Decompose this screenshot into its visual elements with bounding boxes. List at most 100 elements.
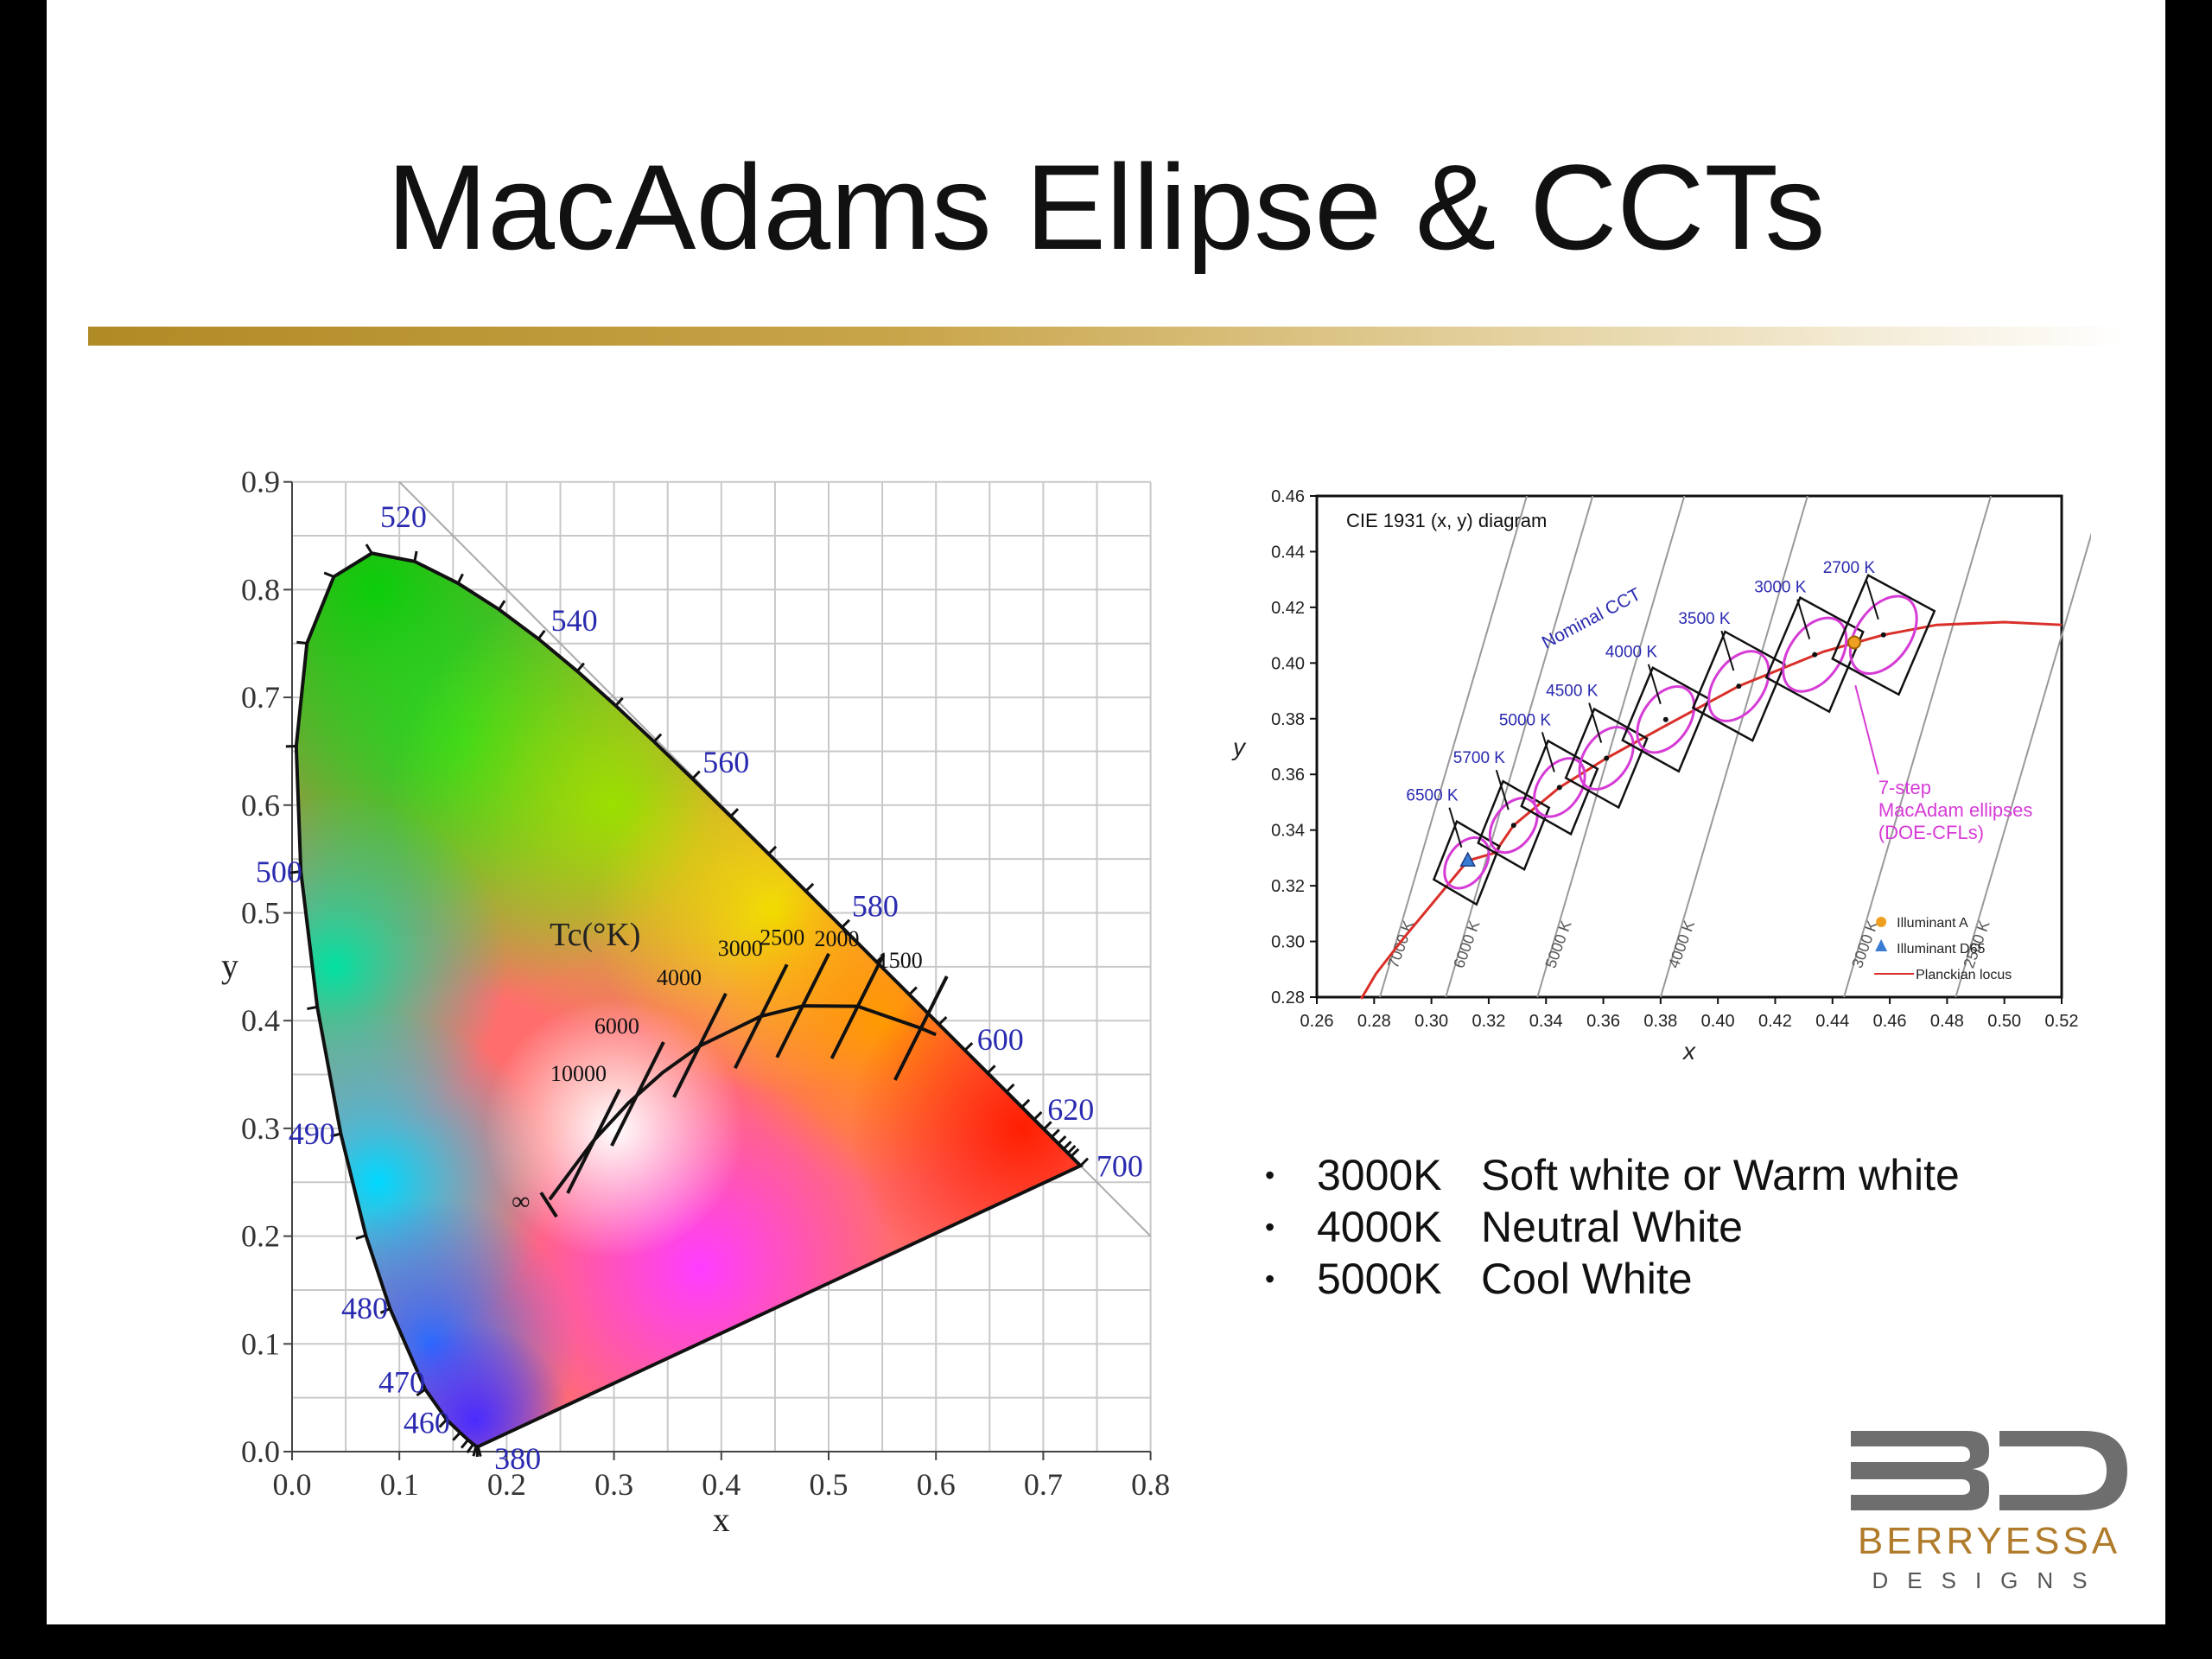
cct-leader [1720, 630, 1735, 671]
x-tick-label: 0.0 [273, 1467, 312, 1502]
wavelength-tick [472, 1446, 478, 1457]
x-tick-label: 0.30 [1414, 1012, 1448, 1031]
logo-d-glyph [1999, 1431, 2127, 1510]
logo-wordmark: BERRYESSA [1858, 1520, 2120, 1562]
wavelength-label: 600 [977, 1022, 1024, 1057]
slide-title: MacAdams Ellipse & CCTs [386, 139, 1826, 275]
wavelength-tick [1066, 1144, 1077, 1154]
x-tick-label: 0.48 [1930, 1012, 1964, 1031]
wavelength-tick [1005, 1083, 1015, 1093]
berryessa-logo: BERRYESSA DESIGNS [1851, 1431, 2127, 1593]
wavelength-tick [498, 600, 506, 611]
temperature-label: 10000 [550, 1061, 607, 1086]
title-divider [88, 327, 2127, 346]
bullet-dot-icon: • [1265, 1263, 1275, 1294]
x-tick-label: 0.40 [1701, 1012, 1735, 1031]
y-tick-label: 0.4 [241, 1003, 280, 1038]
wavelength-tick [365, 543, 373, 555]
illuminant-d65-marker [1459, 851, 1476, 867]
wavelength-tick [355, 1234, 366, 1240]
wavelength-tick [456, 573, 464, 584]
x-tick-label: 0.50 [1987, 1012, 2021, 1031]
color-blob [849, 955, 1081, 1301]
x-tick-label: 0.38 [1643, 1012, 1677, 1031]
macadam-ellipse [1443, 836, 1491, 890]
color-blob [379, 1324, 570, 1447]
wavelength-tick [537, 629, 546, 640]
y-tick-label: 0.7 [241, 680, 280, 715]
wavelength-tick [323, 571, 334, 578]
x-tick-label: 0.8 [1131, 1467, 1170, 1502]
wavelength-tick [466, 1443, 474, 1453]
wavelength-label: 520 [380, 499, 427, 534]
wavelength-tick [1020, 1098, 1031, 1109]
temperature-label: 3000 [718, 936, 763, 961]
y-tick-label: 0.9 [241, 465, 280, 499]
macadam-ellipse [1782, 616, 1848, 693]
y-tick-label: 0.30 [1271, 933, 1305, 952]
wavelength-tick [614, 696, 624, 707]
x-tick-label: 0.42 [1758, 1012, 1792, 1031]
chart-title: CIE 1931 (x, y) diagram [1346, 510, 1547, 531]
wavelength-tick [307, 1005, 318, 1011]
wavelength-tick [379, 1307, 391, 1314]
y-axis-label: y [1231, 734, 1247, 760]
y-tick-label: 0.2 [241, 1219, 280, 1254]
x-axis-label: x [713, 1500, 730, 1538]
cie-chromaticity-chart: 0.0 0.1 0.2 0.3 0.4 0.5 0.6 0.7 0.8 0.0 0.1 0.2 0.3 0… [221, 465, 1170, 1538]
tc-label: Tc(°K) [550, 917, 640, 953]
wavelength-tick [652, 733, 663, 743]
cct-leader [1495, 769, 1510, 810]
logo-subtitle: DESIGNS [1872, 1567, 2106, 1593]
macadam-ellipse [1848, 594, 1918, 676]
cct-point [1880, 632, 1886, 638]
macadam-ellipse [1636, 685, 1696, 754]
wavelength-tick [804, 882, 815, 893]
bullet-item: • 3000K Soft white or Warm white [1265, 1149, 1960, 1201]
color-blob [484, 998, 744, 1258]
cct-label: 3000 K [1754, 579, 1807, 597]
cct-quadrangle [1564, 707, 1649, 810]
x-tick-label: 0.44 [1815, 1012, 1849, 1031]
wavelength-tick [1051, 1128, 1060, 1138]
y-tick-label: 0.0 [241, 1434, 280, 1469]
isotherm-line [1955, 532, 2091, 998]
cct-leader [1588, 702, 1603, 743]
isotherm-line [1659, 495, 1808, 998]
wavelength-tick [1033, 1111, 1043, 1121]
wavelength-label: 480 [341, 1291, 388, 1325]
temperature-label: 4000 [657, 965, 702, 990]
planckian-locus [1360, 620, 2063, 1000]
x-tick-label: 0.34 [1529, 1012, 1563, 1031]
isotherm-line [893, 976, 949, 1081]
wavelength-tick [1043, 1121, 1052, 1130]
macadam-ellipse [1488, 797, 1539, 855]
y-tick-label: 0.40 [1271, 654, 1305, 673]
planckian-locus [548, 1004, 937, 1201]
isotherm-line [672, 992, 728, 1098]
isotherm-line [1536, 495, 1686, 998]
isotherm-line [610, 1041, 665, 1147]
bullet-item: • 4000K Neutral White [1265, 1201, 1960, 1253]
wavelength-tick [987, 1065, 996, 1074]
y-tick-label: 0.3 [241, 1111, 280, 1146]
y-tick-label: 0.34 [1271, 822, 1305, 841]
cct-label: 3500 K [1678, 610, 1731, 628]
wavelength-tick [1070, 1147, 1080, 1158]
isotherm-line [733, 963, 789, 1070]
wavelength-tick [841, 918, 851, 929]
slide: MacAdams Ellipse & CCTs 0.0 0.1 0.2 0.3 0.4 0… [47, 0, 2165, 1624]
wavelength-label: 580 [852, 889, 899, 924]
y-axis-label: y [221, 946, 238, 985]
temperature-label: 2500 [760, 925, 804, 950]
cct-leader [1865, 579, 1879, 620]
x-tick-label: 0.6 [917, 1467, 956, 1502]
temperature-label: ∞ [512, 1187, 530, 1216]
y-tick-label: 0.44 [1271, 543, 1305, 562]
cct-label: 5000 K [1499, 711, 1552, 729]
annotation-leader [1854, 684, 1879, 775]
wavelength-tick [452, 1431, 461, 1441]
y-tick-label: 0.32 [1271, 877, 1305, 896]
wavelength-label: 470 [378, 1365, 425, 1400]
legend-label: Planckian locus [1916, 968, 2012, 982]
